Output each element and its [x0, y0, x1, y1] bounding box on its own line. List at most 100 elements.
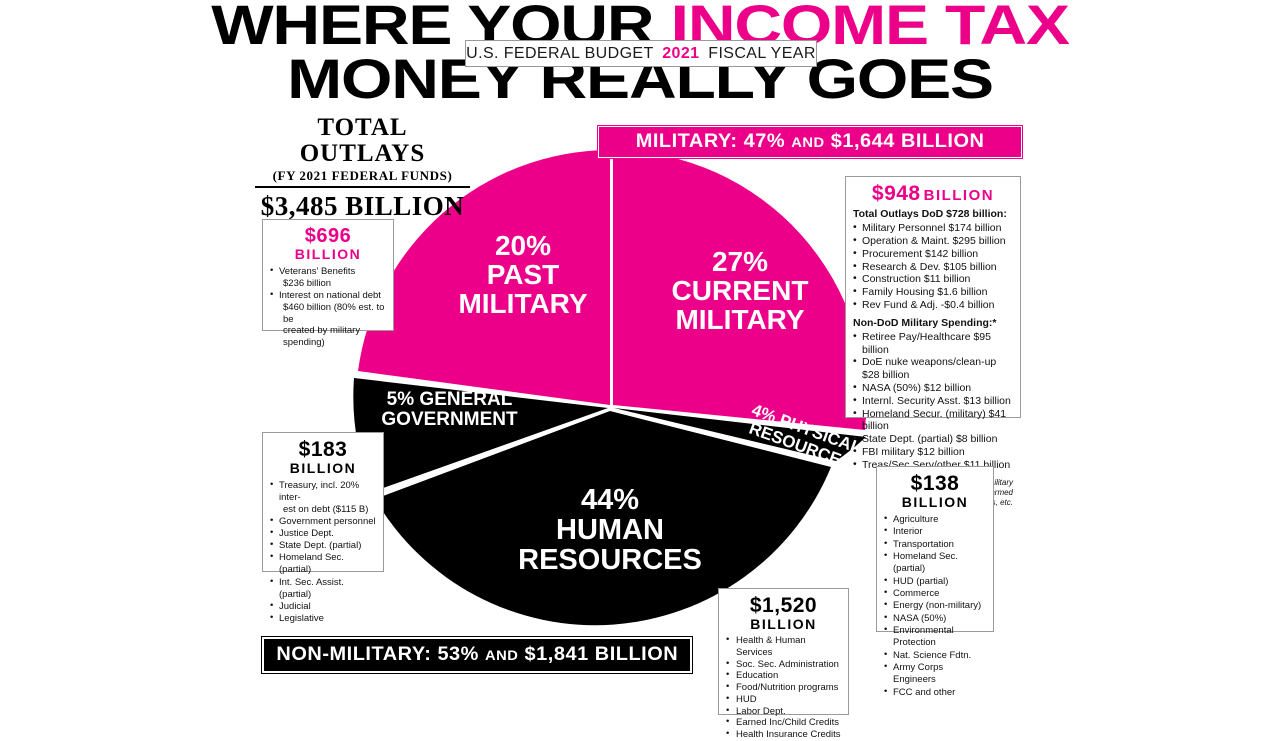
list-item: HUD (partial)	[884, 575, 986, 588]
list-item: Operation & Maint. $295 billion	[853, 234, 1013, 248]
list-item: Health & Human Services	[726, 634, 841, 659]
list-item: Veterans' Benefits $236 billion	[270, 265, 386, 290]
pie-slice-current-military[interactable]	[613, 150, 867, 430]
non-military-banner-and: AND	[484, 647, 519, 663]
list-item: Labor Dept.	[726, 705, 841, 718]
list-item: Earned Inc/Child Credits	[726, 716, 841, 729]
box-183-list: Treasury, incl. 20% inter- est on debt (…	[270, 479, 376, 625]
list-item: Transportation	[884, 538, 986, 551]
list-item: Justice Dept.	[270, 527, 376, 540]
list-item: Rev Fund & Adj. -$0.4 billion	[853, 298, 1013, 312]
box-948-nondod-list: Retiree Pay/Healthcare $95 billion DoE n…	[853, 330, 1013, 472]
box-1520-billion: BILLION	[750, 616, 817, 632]
total-outlays-subtitle: (FY 2021 FEDERAL FUNDS)	[255, 168, 470, 188]
list-item: Interest on national debt $460 billion (…	[270, 289, 386, 349]
list-item: Homeland Sec. (partial)	[270, 551, 376, 576]
list-item: FCC and other	[884, 686, 986, 699]
list-item: Treasury, incl. 20% inter- est on debt (…	[270, 479, 376, 516]
list-item: Commerce	[884, 587, 986, 600]
box-138-value: $138	[910, 472, 960, 495]
box-696-list: Veterans' Benefits $236 billion Interest…	[270, 265, 386, 349]
box-696-value: $696	[304, 225, 352, 247]
box-696-item-1-l1: Veterans' Benefits	[279, 266, 356, 277]
pie-slice-general-government[interactable]	[353, 378, 608, 492]
box-696-amount: $696 BILLION	[270, 226, 386, 261]
total-outlays-amount: $3,485 BILLION	[260, 190, 465, 221]
list-item: Legislative	[270, 612, 376, 625]
fact-box-physical-resources: $138 BILLION Agriculture Interior Transp…	[876, 466, 994, 698]
non-military-banner-text: NON-MILITARY: 53% AND $1,841 BILLION	[276, 644, 678, 666]
total-outlays-block: TOTAL OUTLAYS (FY 2021 FEDERAL FUNDS) $3…	[255, 114, 470, 222]
list-item: Military Personnel $174 billion	[853, 221, 1013, 235]
box-696-item-1-l2: $236 billion	[283, 277, 332, 289]
list-item: FBI military $12 billion	[853, 445, 1013, 459]
list-item: NASA (50%) $12 billion	[853, 381, 1013, 395]
list-item: Judicial	[270, 600, 376, 613]
list-item: Education	[726, 669, 841, 682]
box-183-item-1-l2: est on debt ($115 B)	[283, 504, 369, 516]
military-banner-amount: $1,644 BILLION	[824, 131, 985, 152]
box-183-value: $183	[298, 438, 348, 461]
box-696-item-2-l3: created by military spending)	[283, 325, 361, 349]
box-948-value: $948	[871, 182, 921, 205]
fact-box-general-government: $183 BILLION Treasury, incl. 20% inter- …	[262, 432, 384, 624]
box-138-list: Agriculture Interior Transportation Home…	[884, 513, 986, 699]
list-item: Research & Dev. $105 billion	[853, 260, 1013, 274]
box-1520-amount: $1,520 BILLION	[726, 595, 841, 631]
list-item: Interior	[884, 525, 986, 538]
list-item: Food/Nutrition programs	[726, 681, 841, 694]
list-item: Soc. Sec. Administration	[726, 658, 841, 671]
box-138-amount: $138 BILLION	[884, 473, 986, 509]
total-outlays-title: TOTAL OUTLAYS	[299, 114, 426, 168]
list-item: Construction $11 billion	[853, 272, 1013, 286]
fact-box-past-military: $696 BILLION Veterans' Benefits $236 bil…	[262, 219, 394, 348]
box-183-billion: BILLION	[289, 460, 357, 476]
box-1520-list: Health & Human Services Soc. Sec. Admini…	[726, 634, 841, 741]
box-183-amount: $183 BILLION	[270, 439, 376, 475]
fact-box-current-military: $948 BILLION Total Outlays DoD $728 billi…	[845, 176, 1021, 507]
list-item: Health Insurance Credits	[726, 728, 841, 741]
pie-slice-physical-resources[interactable]	[614, 408, 866, 461]
box-948-amount: $948 BILLION	[853, 183, 1013, 204]
list-item: Homeland Sec. (partial)	[884, 550, 986, 576]
subtitle-prefix: U.S. FEDERAL BUDGET	[466, 44, 659, 62]
box-696-billion: BILLION	[294, 246, 362, 262]
box-948-header-nondod: Non-DoD Military Spending:*	[853, 316, 997, 329]
list-item: Army Corps Engineers	[884, 661, 986, 687]
military-banner-main: MILITARY: 47%	[635, 131, 792, 152]
pie-slice-past-military[interactable]	[358, 150, 610, 405]
list-item: State Dept. (partial)	[270, 539, 376, 552]
non-military-banner-main: NON-MILITARY: 53%	[276, 644, 485, 665]
list-item: NASA (50%)	[884, 612, 986, 625]
subtitle-year: 2021	[662, 44, 700, 62]
list-item: State Dept. (partial) $8 billion	[853, 432, 1013, 446]
box-183-item-1-l1: Treasury, incl. 20% inter-	[279, 480, 360, 504]
box-1520-value: $1,520	[749, 594, 818, 617]
list-item: HUD	[726, 693, 841, 706]
military-banner-and: AND	[791, 134, 825, 150]
budget-pie-chart	[353, 150, 867, 626]
list-item: Homeland Secur. (military) $41 billion	[853, 407, 1013, 434]
list-item: Government personnel	[270, 515, 376, 528]
box-696-item-2-l1: Interest on national debt	[279, 289, 381, 301]
infographic-canvas: WHERE YOUR INCOME TAX MONEY REALLY GOES …	[0, 0, 1280, 720]
list-item: Retiree Pay/Healthcare $95 billion	[853, 330, 1013, 357]
box-948-header-dod: Total Outlays DoD $728 billion:	[853, 208, 1007, 220]
pie-slice-human-resources[interactable]	[375, 411, 831, 626]
list-item: Agriculture	[884, 513, 986, 526]
subtitle-suffix: FISCAL YEAR	[703, 44, 816, 62]
list-item: Nat. Science Fdtn.	[884, 649, 986, 662]
list-item: Environmental Protection	[884, 624, 986, 650]
box-138-billion: BILLION	[901, 494, 969, 510]
title-line-1: WHERE YOUR INCOME TAX	[0, 0, 1280, 53]
subtitle-banner: U.S. FEDERAL BUDGET 2021 FISCAL YEAR	[465, 40, 817, 67]
military-banner-text: MILITARY: 47% AND $1,644 BILLION	[636, 131, 985, 153]
list-item: Procurement $142 billion	[853, 247, 1013, 261]
box-696-item-2-l2: $460 billion (80% est. to be	[283, 301, 385, 325]
box-948-dod-list: Military Personnel $174 billion Operatio…	[853, 221, 1013, 312]
military-total-banner: MILITARY: 47% AND $1,644 BILLION	[597, 125, 1023, 159]
box-948-billion: BILLION	[923, 187, 995, 204]
list-item: Int. Sec. Assist. (partial)	[270, 575, 376, 601]
list-item: Family Housing $1.6 billion	[853, 285, 1013, 299]
list-item: DoE nuke weapons/clean-up $28 billion	[853, 355, 1013, 382]
